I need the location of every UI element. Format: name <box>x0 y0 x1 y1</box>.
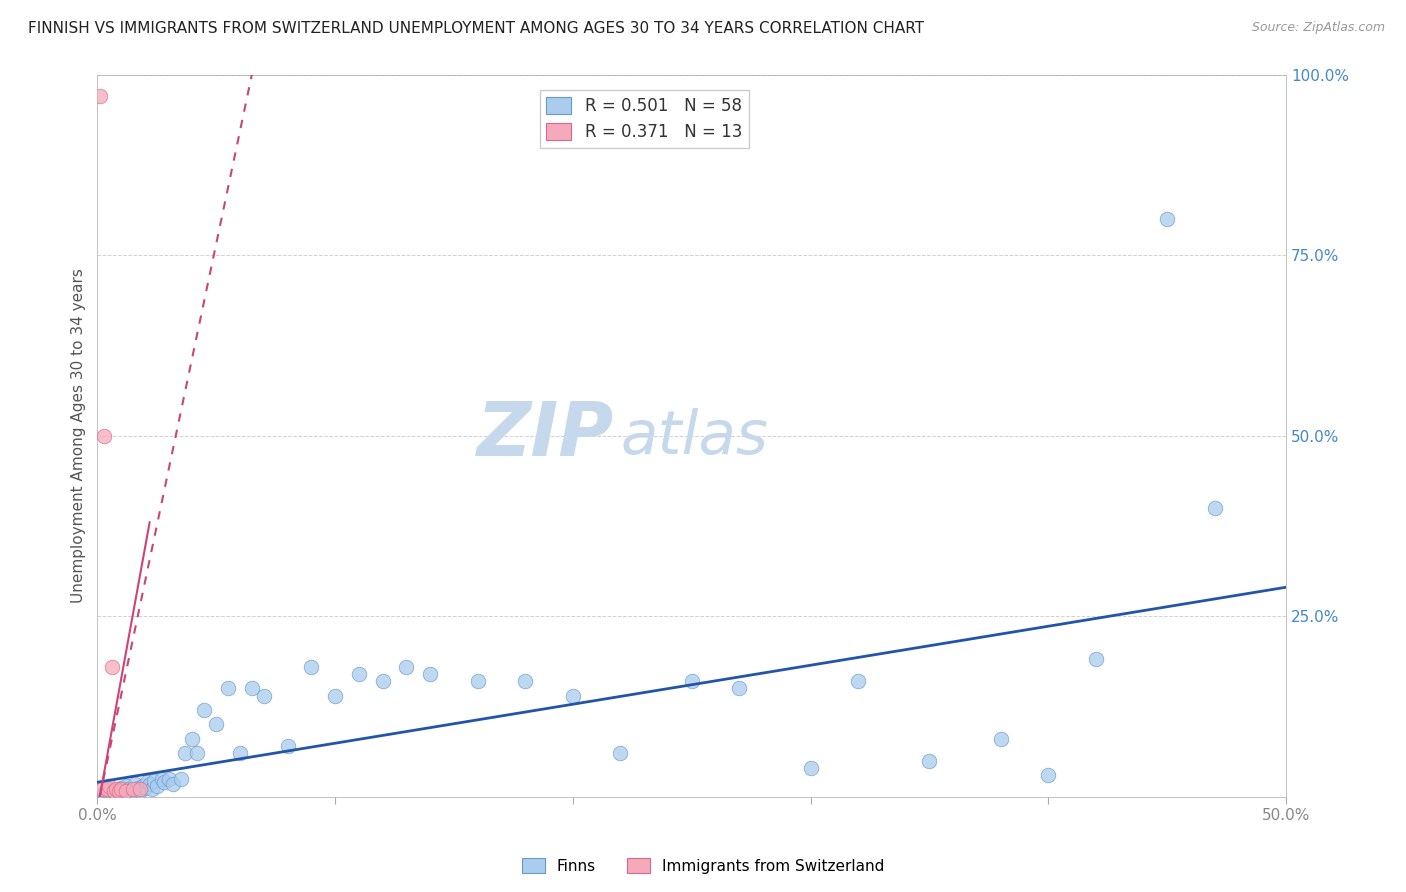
Point <box>134 780 156 795</box>
Point <box>143 773 166 788</box>
Point <box>277 739 299 753</box>
Point <box>93 786 115 800</box>
Point <box>347 667 370 681</box>
Point <box>100 786 122 800</box>
Point <box>169 772 191 786</box>
Point <box>205 717 228 731</box>
Point <box>395 659 418 673</box>
Point <box>103 784 125 798</box>
Point <box>162 777 184 791</box>
Point <box>323 689 346 703</box>
Point <box>138 777 160 791</box>
Point <box>150 772 173 786</box>
Text: ZIP: ZIP <box>477 399 614 472</box>
Point <box>93 428 115 442</box>
Point <box>918 754 941 768</box>
Point <box>419 667 441 681</box>
Text: Source: ZipAtlas.com: Source: ZipAtlas.com <box>1251 21 1385 34</box>
Point <box>253 689 276 703</box>
Point <box>129 784 152 798</box>
Legend: R = 0.501   N = 58, R = 0.371   N = 13: R = 0.501 N = 58, R = 0.371 N = 13 <box>540 90 748 148</box>
Point <box>103 784 125 798</box>
Point <box>122 786 145 800</box>
Text: FINNISH VS IMMIGRANTS FROM SWITZERLAND UNEMPLOYMENT AMONG AGES 30 TO 34 YEARS CO: FINNISH VS IMMIGRANTS FROM SWITZERLAND U… <box>28 21 924 36</box>
Text: atlas: atlas <box>620 409 768 467</box>
Point <box>561 689 583 703</box>
Point <box>98 782 121 797</box>
Point <box>96 782 118 797</box>
Point <box>124 777 146 791</box>
Point <box>609 747 631 761</box>
Point <box>371 674 394 689</box>
Point <box>240 681 263 696</box>
Point <box>990 731 1012 746</box>
Point <box>105 782 128 797</box>
Point <box>107 785 129 799</box>
Point <box>120 784 142 798</box>
Point <box>229 747 252 761</box>
Point <box>193 703 215 717</box>
Point <box>467 674 489 689</box>
Point <box>728 681 751 696</box>
Point <box>131 779 153 793</box>
Point <box>112 784 135 798</box>
Y-axis label: Unemployment Among Ages 30 to 34 years: Unemployment Among Ages 30 to 34 years <box>72 268 86 603</box>
Point <box>157 772 180 786</box>
Point <box>110 780 132 795</box>
Point <box>846 674 869 689</box>
Point <box>1204 500 1226 515</box>
Point <box>117 782 139 797</box>
Point <box>98 779 121 793</box>
Point <box>100 659 122 673</box>
Point <box>186 747 208 761</box>
Point <box>110 782 132 797</box>
Point <box>136 775 159 789</box>
Point <box>174 747 197 761</box>
Point <box>515 674 537 689</box>
Point <box>1038 768 1060 782</box>
Point <box>122 782 145 797</box>
Point <box>96 784 118 798</box>
Point <box>89 89 111 103</box>
Point <box>799 761 821 775</box>
Point <box>105 788 128 802</box>
Point <box>1156 211 1178 226</box>
Point <box>141 782 163 797</box>
Point <box>146 779 169 793</box>
Point <box>181 731 204 746</box>
Point <box>115 784 138 798</box>
Point <box>107 784 129 798</box>
Point <box>115 779 138 793</box>
Point <box>217 681 239 696</box>
Point <box>91 782 114 797</box>
Point <box>153 775 176 789</box>
Point <box>129 782 152 797</box>
Point <box>299 659 322 673</box>
Point <box>1084 652 1107 666</box>
Point <box>681 674 703 689</box>
Point <box>127 780 149 795</box>
Legend: Finns, Immigrants from Switzerland: Finns, Immigrants from Switzerland <box>516 852 890 880</box>
